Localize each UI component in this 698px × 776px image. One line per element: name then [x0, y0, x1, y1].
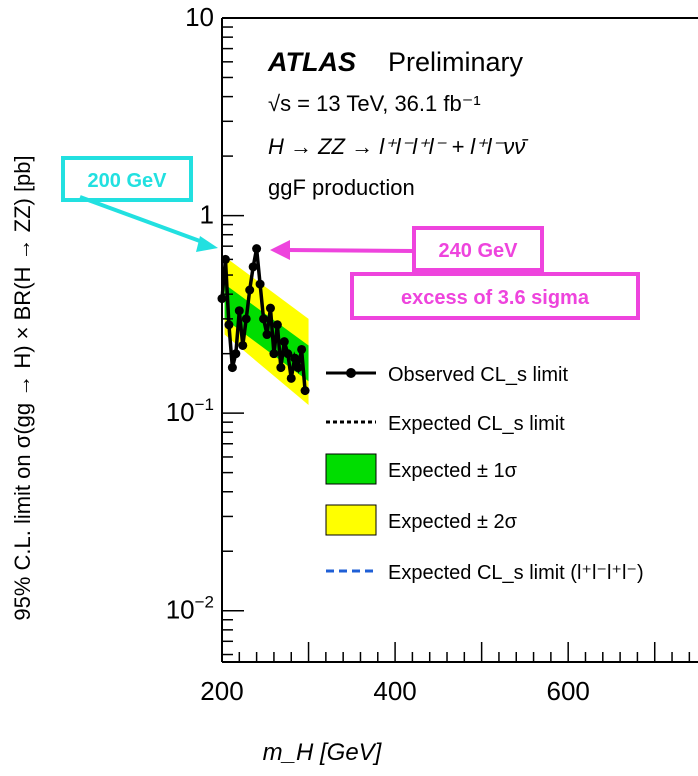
observed-point-20 [286, 373, 296, 383]
observed-point-17 [276, 363, 286, 373]
observed-point-19 [283, 349, 293, 359]
legend: Observed CL_s limit Expected CL_s limit … [325, 364, 644, 584]
plot-annotations: ATLAS Preliminary √s = 13 TeV, 36.1 fb⁻¹… [267, 47, 529, 200]
x-tick-label-1: 400 [373, 676, 416, 706]
observed-point-8 [245, 285, 255, 295]
observed-point-5 [234, 306, 244, 316]
svg-text:Expected CL_s limit: Expected CL_s limit [388, 413, 565, 435]
legend-expected-4l: Expected CL_s limit (l⁺l⁻l⁺l⁻) [326, 562, 644, 584]
y-tick-label-2: 10−1 [166, 395, 214, 427]
process-label: H → ZZ → l⁺l⁻l⁺l⁻ + l⁺l⁻νν̄ [268, 134, 529, 159]
y-tick-label-3: 10−2 [166, 593, 214, 625]
observed-point-4 [231, 349, 241, 359]
observed-point-23 [297, 344, 307, 354]
y-tick-label-0: 10 [185, 2, 214, 32]
observed-point-15 [269, 349, 279, 359]
observed-point-14 [265, 303, 275, 313]
svg-text:Expected ± 2σ: Expected ± 2σ [388, 511, 518, 533]
y-axis-label: 95% C.L. limit on σ(gg → H) × BR(H → ZZ)… [10, 155, 35, 620]
observed-point-16 [272, 320, 282, 330]
observed-point-3 [227, 363, 237, 373]
observed-point-11 [255, 279, 265, 289]
plot-frame [221, 17, 698, 663]
observed-point-12 [259, 314, 269, 324]
x-axis-label: m_H [GeV] [263, 739, 383, 766]
observed-point-24 [300, 386, 310, 396]
x-tick-label-2: 600 [546, 676, 589, 706]
svg-text:200 GeV: 200 GeV [88, 170, 168, 192]
svg-text:Expected ± 1σ: Expected ± 1σ [388, 460, 518, 482]
legend-observed: Observed CL_s limit [326, 364, 569, 386]
observed-point-9 [248, 262, 258, 272]
observed-point-2 [224, 320, 234, 330]
arrow-head-icon [196, 236, 218, 252]
observed-point-13 [262, 330, 272, 340]
svg-text:excess of 3.6 sigma: excess of 3.6 sigma [401, 287, 590, 309]
observed-point-7 [241, 314, 251, 324]
observed-point-18 [279, 337, 289, 347]
x-tick-label-0: 200 [200, 676, 243, 706]
energy-lumi-label: √s = 13 TeV, 36.1 fb⁻¹ [268, 91, 481, 116]
observed-point-10 [252, 244, 262, 254]
arrow-head-icon [270, 240, 290, 260]
production-label: ggF production [268, 175, 415, 200]
callout-200gev: 200 GeV [61, 156, 218, 252]
legend-expected: Expected CL_s limit [326, 413, 565, 435]
observed-point-6 [238, 340, 248, 350]
svg-text:Observed CL_s limit: Observed CL_s limit [388, 364, 569, 386]
svg-text:240 GeV: 240 GeV [439, 240, 519, 262]
callout-240gev: 240 GeV excess of 3.6 sigma [270, 226, 640, 320]
atlas-label: ATLAS [267, 47, 356, 77]
preliminary-label: Preliminary [388, 47, 524, 77]
observed-limit-series [217, 244, 310, 396]
y-tick-label-1: 1 [200, 200, 214, 230]
legend-band2: Expected ± 2σ [325, 504, 518, 536]
observed-point-22 [293, 363, 303, 373]
svg-text:Expected CL_s limit (l⁺l⁻l⁺l⁻): Expected CL_s limit (l⁺l⁻l⁺l⁻) [388, 562, 644, 584]
legend-band1: Expected ± 1σ [325, 453, 518, 485]
observed-point-21 [290, 353, 300, 363]
